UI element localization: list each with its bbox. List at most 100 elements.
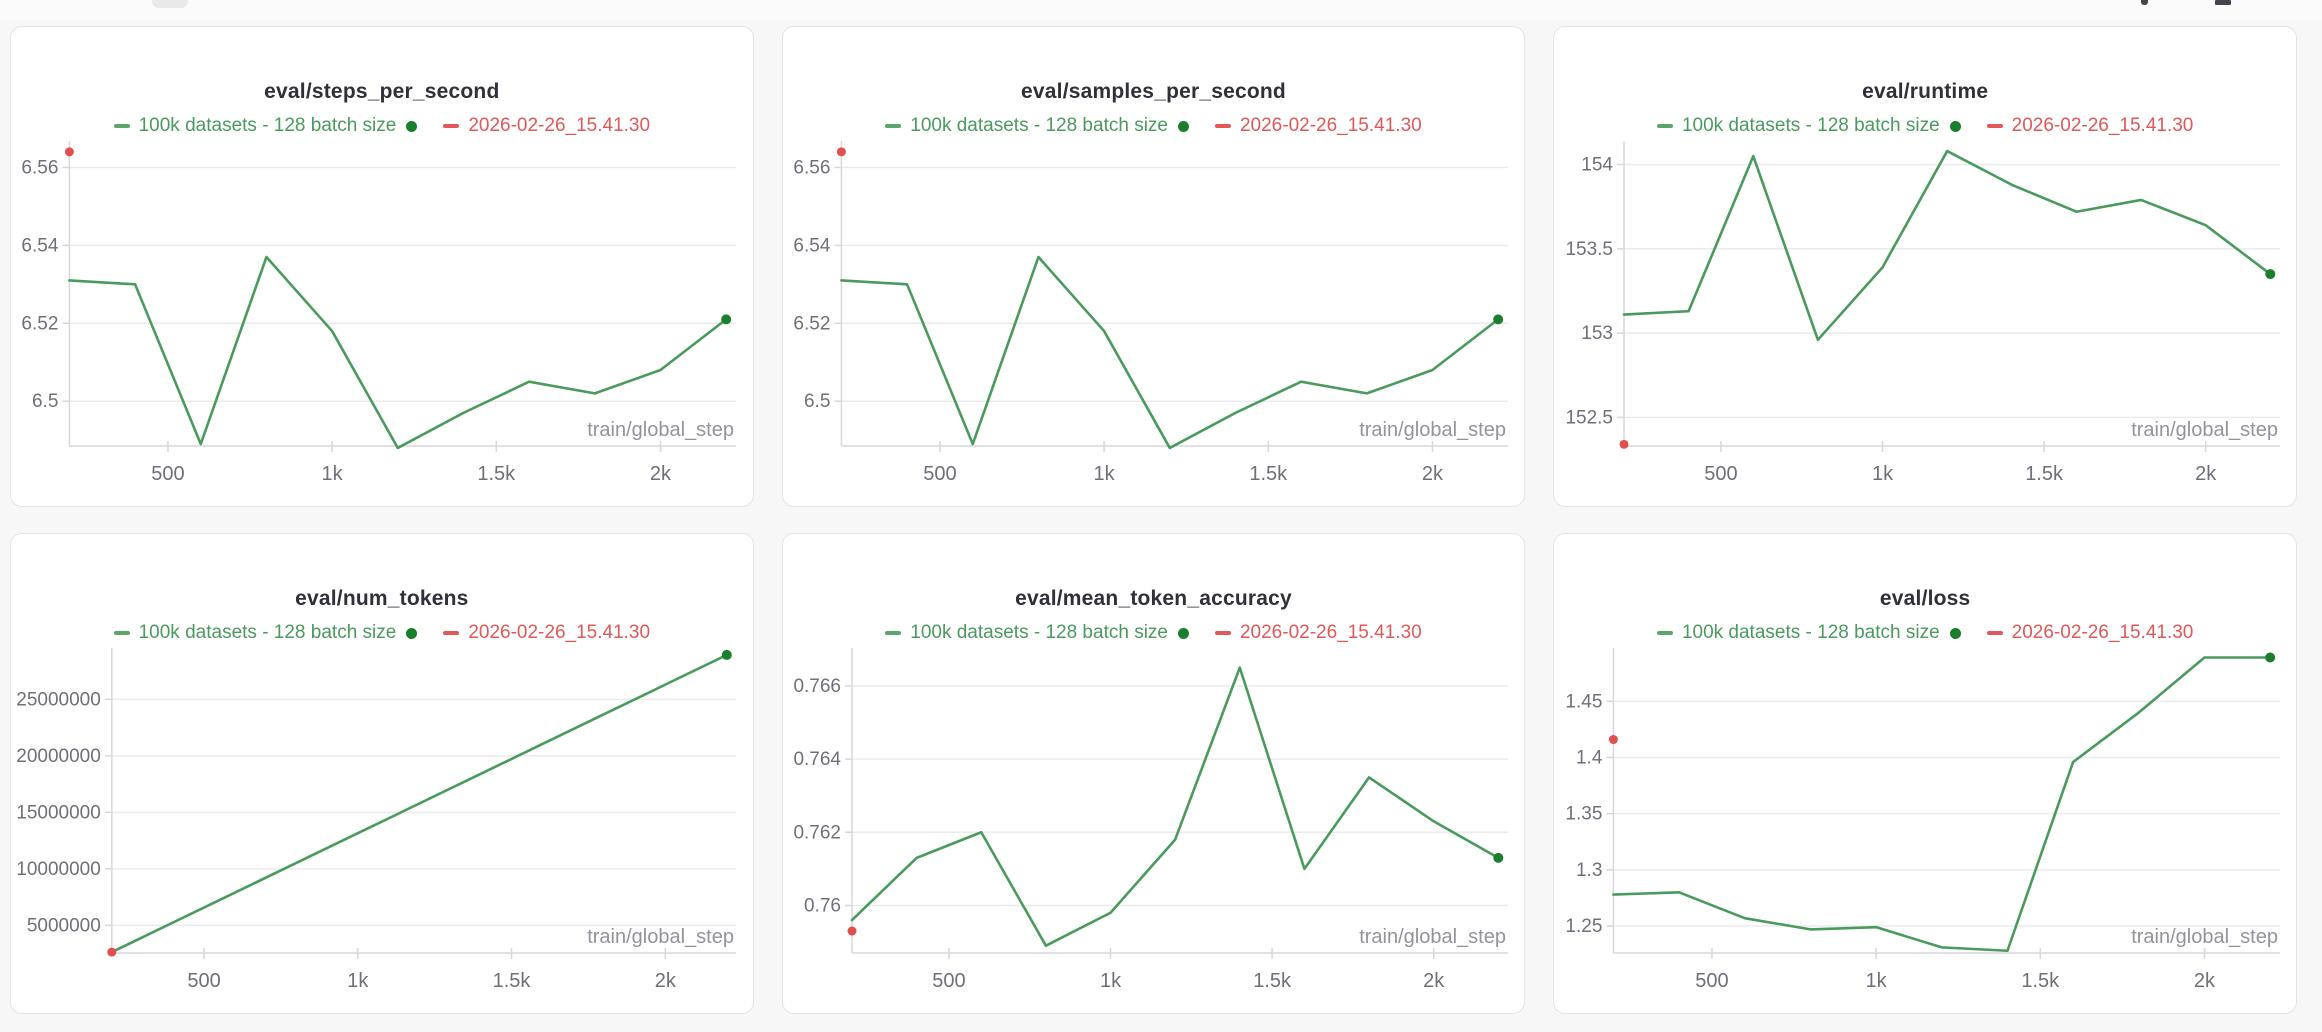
legend-label: 100k datasets - 128 batch size [910,622,1168,643]
svg-text:1k: 1k [1865,970,1887,992]
svg-text:5000000: 5000000 [27,915,101,936]
chart-title: eval/loss [1879,587,1971,610]
series-line-icon [1986,631,2003,635]
svg-text:2k: 2k [2195,463,2217,485]
series-line-icon [1656,124,1673,128]
svg-text:2k: 2k [650,463,672,485]
svg-text:500: 500 [188,970,221,992]
legend-item-red-run: 2026-02-26_15.41.30 [1986,622,2194,644]
svg-text:2k: 2k [1422,463,1444,485]
svg-text:1.5k: 1.5k [2025,463,2064,485]
chart-title: eval/steps_per_second [264,80,500,103]
svg-text:6.52: 6.52 [793,313,830,334]
svg-text:1.5k: 1.5k [478,463,517,485]
svg-text:500: 500 [932,970,965,992]
svg-text:500: 500 [1695,970,1728,992]
svg-text:15000000: 15000000 [17,802,102,823]
chart-legend: 100k datasets - 128 batch size 2026-02-2… [1554,620,2296,646]
svg-text:train/global_step: train/global_step [1359,926,1506,948]
line-chart-plot[interactable]: 0.76 0.762 0.764 0.766 500 1k 1.5k 2k train/glob… [783,646,1524,1014]
line-chart-plot[interactable]: 152.5 153 153.5 154 500 1k 1.5k 2k train/global_… [1555,139,2296,507]
legend-label: 2026-02-26_15.41.30 [1239,622,1422,643]
series-line-icon [113,631,130,635]
svg-text:25000000: 25000000 [17,689,102,710]
cutoff-glyph-icon[interactable] [2141,0,2148,5]
svg-text:6.52: 6.52 [22,313,59,334]
line-chart-plot[interactable]: 5000000 10000000 15000000 20000000 25000000 5… [11,646,752,1014]
svg-text:1.5k: 1.5k [1249,463,1288,485]
legend-item-green-run: 100k datasets - 128 batch size [1656,115,1961,137]
series-line-icon [1214,124,1231,128]
legend-label: 2026-02-26_15.41.30 [1239,115,1422,136]
cutoff-button-fragment[interactable] [152,0,188,8]
svg-text:2k: 2k [1423,970,1445,992]
chart-legend: 100k datasets - 128 batch size 2026-02-2… [783,620,1525,646]
chart-card-eval-steps-per-second: eval/steps_per_second 100k datasets - 12… [10,26,754,507]
legend-label: 2026-02-26_15.41.30 [468,622,651,643]
svg-text:1.25: 1.25 [1565,916,1602,937]
legend-item-red-run: 2026-02-26_15.41.30 [443,622,650,644]
latest-point-dot-icon [1949,120,1961,132]
chart-title: eval/samples_per_second [1021,80,1286,103]
legend-label: 100k datasets - 128 batch size [1681,115,1940,136]
svg-text:train/global_step: train/global_step [2131,419,2278,441]
svg-text:0.76: 0.76 [804,895,841,916]
svg-text:10000000: 10000000 [17,859,102,880]
legend-item-green-run: 100k datasets - 128 batch size [1656,622,1961,644]
svg-text:20000000: 20000000 [17,746,102,767]
chart-card-eval-runtime: eval/runtime 100k datasets - 128 batch s… [1553,26,2297,507]
legend-item-green-run: 100k datasets - 128 batch size [885,622,1189,644]
chart-card-eval-samples-per-second: eval/samples_per_second 100k datasets - … [781,26,1526,507]
svg-text:1k: 1k [1094,463,1116,485]
svg-text:154: 154 [1581,155,1613,176]
chart-legend: 100k datasets - 128 batch size 2026-02-2… [11,620,753,646]
line-chart-plot[interactable]: 6.5 6.52 6.54 6.56 500 1k 1.5k 2k train/global_s… [11,139,752,507]
svg-text:6.54: 6.54 [22,235,59,256]
svg-text:6.5: 6.5 [804,391,830,412]
chart-title: eval/num_tokens [295,587,469,610]
legend-label: 2026-02-26_15.41.30 [468,115,651,136]
svg-text:2k: 2k [655,970,677,992]
svg-text:500: 500 [1704,463,1737,485]
line-chart-plot[interactable]: 1.25 1.3 1.35 1.4 1.45 500 1k 1.5k 2k train/globa… [1555,646,2296,1014]
chart-card-eval-mean-token-accuracy: eval/mean_token_accuracy 100k datasets -… [781,533,1526,1014]
latest-point-dot-icon [1177,120,1189,132]
line-chart-plot[interactable]: 6.5 6.52 6.54 6.56 500 1k 1.5k 2k train/global_s… [783,139,1524,507]
series-line-icon [443,631,460,635]
chart-card-eval-num-tokens: eval/num_tokens 100k datasets - 128 batc… [10,533,754,1014]
legend-item-red-run: 2026-02-26_15.41.30 [1214,115,1422,137]
series-line-icon [885,124,902,128]
svg-text:train/global_step: train/global_step [588,926,735,948]
svg-text:152.5: 152.5 [1565,407,1613,428]
svg-text:train/global_step: train/global_step [588,419,735,441]
latest-point-dot-icon [406,627,418,639]
legend-label: 100k datasets - 128 batch size [1681,622,1940,643]
svg-text:6.56: 6.56 [22,157,59,178]
chart-title: eval/runtime [1862,80,1989,103]
svg-text:6.54: 6.54 [793,235,830,256]
latest-point-dot-icon [1949,627,1961,639]
chart-legend: 100k datasets - 128 batch size 2026-02-2… [783,113,1525,139]
svg-text:500: 500 [923,463,956,485]
svg-text:1.35: 1.35 [1565,804,1602,825]
svg-text:1.45: 1.45 [1565,691,1602,712]
legend-item-red-run: 2026-02-26_15.41.30 [443,115,650,137]
legend-item-red-run: 2026-02-26_15.41.30 [1986,115,2193,137]
charts-grid: eval/steps_per_second 100k datasets - 12… [10,26,2297,1014]
chart-legend: 100k datasets - 128 batch size 2026-02-2… [11,113,753,139]
cutoff-glyph-icon[interactable] [2215,0,2231,5]
legend-label: 100k datasets - 128 batch size [138,622,397,643]
svg-text:0.762: 0.762 [793,822,841,843]
latest-point-dot-icon [406,120,418,132]
series-line-icon [1214,631,1231,635]
legend-label: 2026-02-26_15.41.30 [2011,622,2194,643]
svg-text:1.3: 1.3 [1576,860,1602,881]
series-line-icon [443,124,460,128]
latest-point-dot-icon [1177,627,1189,639]
svg-text:0.764: 0.764 [793,749,841,770]
svg-text:1k: 1k [322,463,344,485]
chart-card-eval-loss: eval/loss 100k datasets - 128 batch size… [1553,533,2297,1014]
legend-label: 100k datasets - 128 batch size [910,115,1168,136]
svg-text:1k: 1k [1872,463,1894,485]
legend-item-green-run: 100k datasets - 128 batch size [113,622,418,644]
